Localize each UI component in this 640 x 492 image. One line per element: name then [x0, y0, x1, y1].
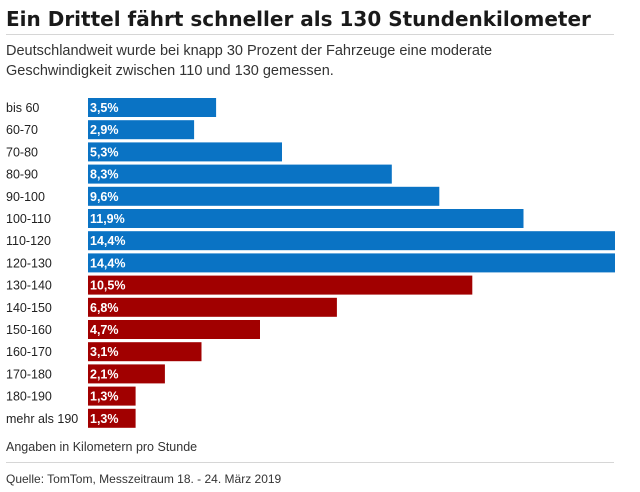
- bar: [88, 320, 260, 339]
- category-label: 150-160: [6, 323, 52, 337]
- subtitle-line-2: Geschwindigkeit zwischen 110 und 130 gem…: [6, 63, 334, 79]
- subtitle-line-1: Deutschlandweit wurde bei knapp 30 Proze…: [6, 43, 493, 59]
- bar: [88, 297, 337, 317]
- category-label: 170-180: [6, 367, 52, 381]
- bar: [88, 120, 195, 140]
- bar: [88, 275, 473, 295]
- bar: [88, 98, 217, 117]
- bar: [88, 186, 440, 206]
- bar: [88, 142, 282, 162]
- category-label: 120-130: [6, 256, 52, 270]
- bar-value-label: 14,4%: [90, 256, 125, 270]
- bar-value-label: 4,7%: [90, 323, 119, 337]
- bar-value-label: 9,6%: [90, 190, 119, 204]
- bar: [88, 164, 392, 184]
- bar-value-label: 6,8%: [90, 301, 119, 315]
- category-label: 60-70: [6, 123, 38, 137]
- category-label: 130-140: [6, 279, 52, 293]
- category-label: 70-80: [6, 145, 38, 159]
- bar-value-label: 8,3%: [90, 168, 119, 182]
- title-divider: [6, 34, 614, 35]
- bar-value-label: 2,9%: [90, 123, 119, 137]
- category-label: 80-90: [6, 168, 38, 182]
- unit-note: Angaben in Kilometern pro Stunde: [6, 440, 198, 454]
- bar: [88, 209, 524, 228]
- chart-title: Ein Drittel fährt schneller als 130 Stun…: [6, 7, 591, 31]
- bar-value-label: 3,5%: [90, 101, 119, 115]
- bar-value-label: 11,9%: [90, 212, 125, 226]
- bar-value-label: 10,5%: [90, 279, 125, 293]
- bar: [88, 342, 202, 362]
- footer-divider: [6, 462, 614, 463]
- bar: [88, 408, 136, 428]
- bar-value-label: 2,1%: [90, 367, 119, 381]
- bar: [88, 231, 615, 251]
- source-note: Quelle: TomTom, Messzeitraum 18. - 24. M…: [6, 472, 282, 486]
- bar-value-label: 1,3%: [90, 412, 119, 426]
- bar-value-label: 3,1%: [90, 345, 119, 359]
- chart-subtitle: Deutschlandweit wurde bei knapp 30 Proze…: [6, 41, 626, 81]
- category-label: 140-150: [6, 301, 52, 315]
- bar: [88, 253, 615, 273]
- category-label: mehr als 190: [6, 412, 78, 426]
- bar-value-label: 5,3%: [90, 145, 119, 159]
- category-label: 90-100: [6, 190, 45, 204]
- category-label: 100-110: [6, 212, 51, 226]
- bar-chart: bis 60 3,5% 60-70 2,9% 70-80 5,3% 80-90 8,3% 90-…: [6, 98, 615, 428]
- bar-value-label: 14,4%: [90, 234, 125, 248]
- bar: [88, 364, 165, 384]
- category-label: 160-170: [6, 345, 52, 359]
- category-label: 180-190: [6, 390, 52, 404]
- category-label: bis 60: [6, 101, 39, 115]
- category-label: 110-120: [6, 234, 51, 248]
- bar: [88, 386, 136, 406]
- bar-value-label: 1,3%: [90, 390, 119, 404]
